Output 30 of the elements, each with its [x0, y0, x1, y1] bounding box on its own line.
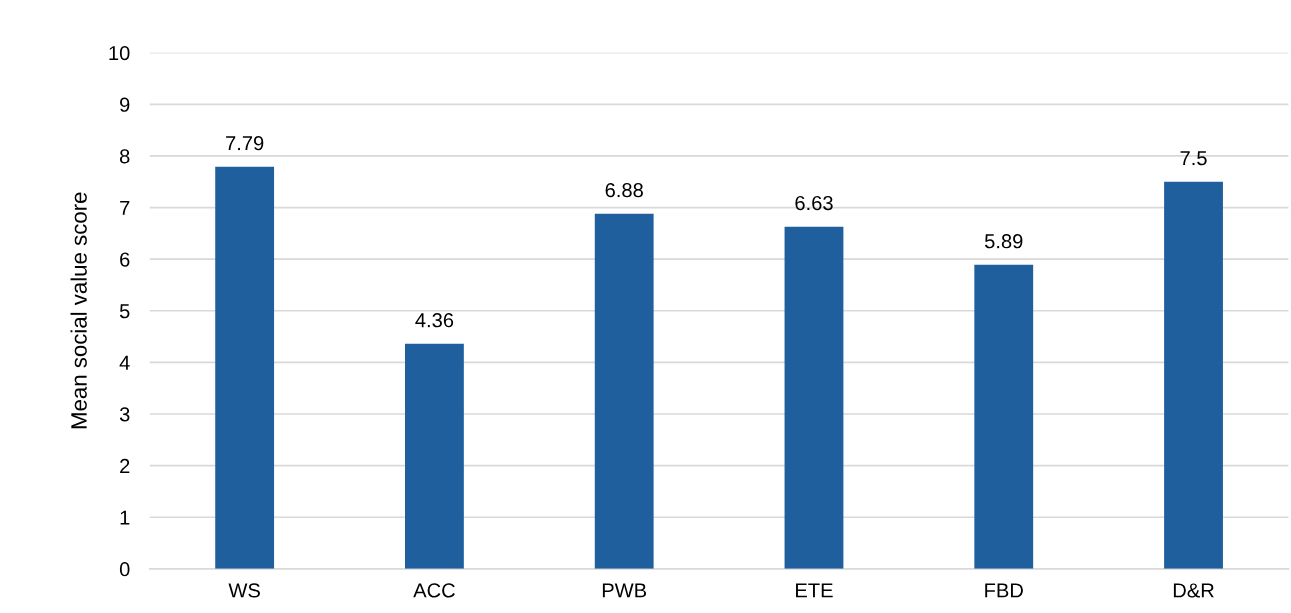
y-tick-label: 3 [119, 407, 130, 422]
x-tick-label: ETE [796, 583, 833, 598]
x-tick-label: PWB [602, 583, 647, 598]
x-tick-label: WS [228, 583, 260, 598]
bar [974, 264, 1034, 569]
y-tick-label: 5 [119, 304, 130, 319]
bar [1164, 181, 1223, 569]
bar [784, 226, 844, 569]
data-label: 4.36 [415, 313, 454, 328]
y-tick-label: 4 [119, 355, 130, 370]
x-tick-label: D&R [1173, 583, 1214, 598]
y-tick-label: 10 [109, 45, 130, 61]
y-tick-label: 7 [120, 201, 130, 215]
y-tick-label: 1 [120, 510, 130, 525]
y-tick-label: 6 [120, 252, 130, 267]
y-axis-title: Mean social value score [70, 192, 87, 429]
x-tick-label: ACC [413, 583, 455, 598]
y-tick-label: 2 [120, 458, 130, 473]
data-label: 7.5 [1180, 151, 1207, 166]
data-label: 6.63 [795, 195, 833, 211]
data-label: 5.89 [984, 234, 1023, 249]
y-tick-label: 9 [120, 97, 130, 112]
y-tick-label: 0 [119, 562, 130, 577]
data-label: 6.88 [605, 183, 643, 198]
data-label: 7.79 [226, 136, 264, 151]
bar [215, 166, 275, 569]
bar [405, 343, 464, 569]
y-tick-label: 8 [119, 149, 130, 164]
x-tick-label: FBD [985, 583, 1023, 598]
bar [594, 213, 654, 569]
